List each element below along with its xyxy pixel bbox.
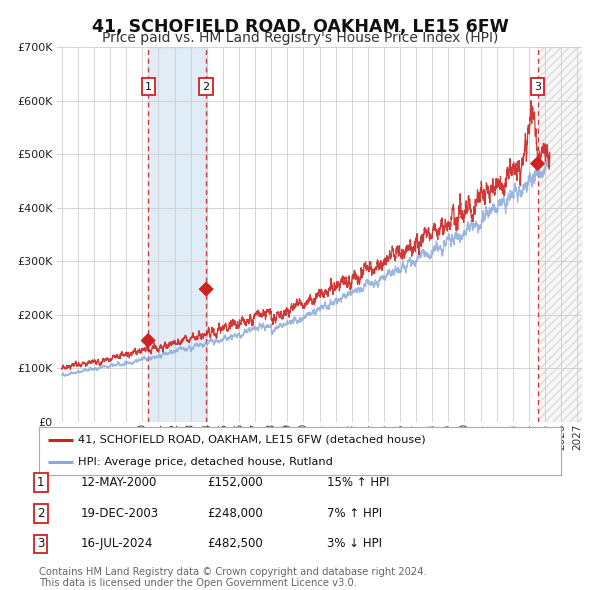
Text: 12-MAY-2000: 12-MAY-2000 xyxy=(81,476,157,489)
Text: 7% ↑ HPI: 7% ↑ HPI xyxy=(327,507,382,520)
Text: £152,000: £152,000 xyxy=(207,476,263,489)
Text: 3% ↓ HPI: 3% ↓ HPI xyxy=(327,537,382,550)
Text: 2: 2 xyxy=(37,507,44,520)
Text: 2: 2 xyxy=(203,81,209,91)
Text: Price paid vs. HM Land Registry's House Price Index (HPI): Price paid vs. HM Land Registry's House … xyxy=(102,31,498,45)
Point xyxy=(533,159,542,168)
Text: 3: 3 xyxy=(37,537,44,550)
Point xyxy=(202,284,211,294)
Text: 41, SCHOFIELD ROAD, OAKHAM, LE15 6FW (detached house): 41, SCHOFIELD ROAD, OAKHAM, LE15 6FW (de… xyxy=(78,435,426,445)
Text: 16-JUL-2024: 16-JUL-2024 xyxy=(81,537,154,550)
Point xyxy=(143,336,153,345)
Text: 3: 3 xyxy=(534,81,541,91)
Text: £248,000: £248,000 xyxy=(207,507,263,520)
Text: 41, SCHOFIELD ROAD, OAKHAM, LE15 6FW: 41, SCHOFIELD ROAD, OAKHAM, LE15 6FW xyxy=(92,18,508,36)
Text: 19-DEC-2003: 19-DEC-2003 xyxy=(81,507,159,520)
Text: 1: 1 xyxy=(145,81,152,91)
Bar xyxy=(538,47,582,422)
Text: Contains HM Land Registry data © Crown copyright and database right 2024.
This d: Contains HM Land Registry data © Crown c… xyxy=(39,566,427,588)
Text: £482,500: £482,500 xyxy=(207,537,263,550)
Text: 15% ↑ HPI: 15% ↑ HPI xyxy=(327,476,389,489)
Text: HPI: Average price, detached house, Rutland: HPI: Average price, detached house, Rutl… xyxy=(78,457,333,467)
Bar xyxy=(148,47,206,422)
Text: 1: 1 xyxy=(37,476,44,489)
